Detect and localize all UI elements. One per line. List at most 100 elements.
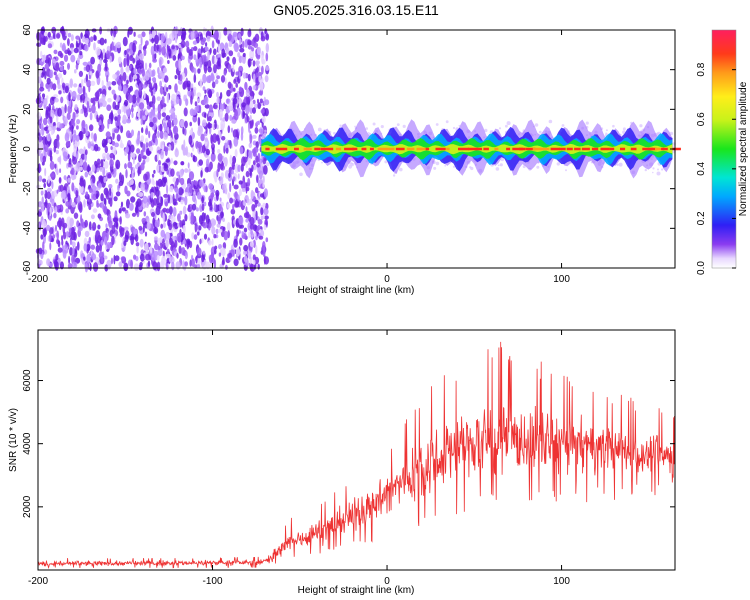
noise-speckle: [141, 68, 145, 77]
noise-speckle: [174, 187, 180, 194]
noise-speckle: [59, 60, 65, 66]
signal-haze: [652, 171, 654, 174]
signal-haze: [495, 167, 500, 171]
noise-speckle: [208, 115, 212, 122]
noise-speckle: [222, 217, 226, 222]
noise-speckle: [73, 212, 79, 219]
noise-speckle: [172, 55, 177, 61]
spectrogram-x-label: Height of straight line (km): [298, 285, 415, 296]
noise-speckle: [217, 153, 223, 162]
noise-speckle: [90, 244, 96, 250]
noise-speckle: [265, 42, 269, 53]
noise-speckle: [40, 234, 44, 240]
noise-speckle: [71, 182, 75, 192]
noise-speckle: [167, 126, 170, 134]
noise-speckle: [210, 134, 213, 144]
noise-speckle: [71, 125, 74, 135]
noise-speckle: [167, 218, 171, 227]
noise-speckle: [195, 255, 198, 264]
noise-speckle: [162, 212, 165, 223]
noise-speckle: [199, 78, 203, 88]
noise-speckle: [44, 167, 47, 177]
noise-speckle: [148, 130, 151, 139]
noise-speckle: [145, 127, 149, 136]
colorbar: 0.0 0.2 0.4 0.6 0.8 Normalized spectral ampl…: [696, 29, 749, 275]
noise-speckle: [49, 242, 52, 251]
noise-speckle: [164, 201, 169, 207]
noise-speckle: [135, 242, 140, 247]
noise-speckle: [121, 174, 125, 184]
noise-speckle: [245, 104, 250, 115]
noise-speckle: [43, 99, 47, 105]
noise-speckle: [252, 160, 256, 166]
noise-speckle: [253, 146, 259, 153]
noise-speckle: [82, 97, 85, 104]
noise-speckle: [145, 253, 151, 261]
signal-haze: [264, 129, 267, 133]
signal-haze: [534, 123, 539, 127]
noise-speckle: [247, 250, 252, 260]
noise-speckle: [255, 61, 259, 67]
noise-speckle: [74, 69, 77, 74]
noise-speckle: [204, 166, 210, 173]
noise-speckle: [204, 95, 209, 106]
noise-speckle: [172, 125, 179, 135]
noise-speckle: [83, 179, 86, 188]
noise-speckle: [69, 131, 72, 140]
noise-speckle: [143, 48, 147, 57]
noise-speckle: [95, 90, 100, 100]
noise-speckle: [234, 191, 239, 200]
noise-speckle: [238, 180, 243, 185]
noise-speckle: [117, 108, 122, 115]
noise-speckle: [161, 73, 165, 80]
noise-speckle: [88, 188, 93, 193]
noise-speckle: [72, 246, 75, 256]
noise-speckle: [154, 219, 160, 228]
noise-speckle: [72, 256, 76, 262]
noise-speckle: [76, 43, 80, 48]
noise-speckle: [219, 92, 223, 100]
noise-speckle: [70, 54, 76, 63]
noise-speckle: [260, 207, 264, 216]
noise-speckle: [209, 199, 212, 204]
noise-speckle: [130, 166, 133, 171]
noise-speckle: [204, 112, 207, 119]
noise-speckle: [133, 67, 137, 75]
noise-speckle: [203, 201, 207, 207]
noise-speckle: [43, 35, 46, 46]
noise-speckle: [57, 107, 62, 117]
noise-speckle: [258, 170, 263, 180]
noise-speckle: [152, 198, 158, 206]
noise-speckle: [194, 222, 198, 233]
noise-speckle: [143, 173, 148, 182]
noise-speckle: [40, 96, 44, 102]
noise-speckle: [184, 214, 188, 222]
noise-speckle: [62, 249, 67, 259]
noise-speckle: [100, 256, 104, 264]
noise-speckle: [114, 142, 119, 148]
noise-speckle: [114, 128, 119, 134]
noise-speckle: [131, 212, 137, 217]
noise-speckle: [228, 33, 232, 41]
noise-speckle: [104, 38, 107, 44]
signal-haze: [656, 171, 661, 176]
noise-speckle: [217, 57, 221, 67]
noise-speckle: [55, 62, 60, 72]
noise-speckle: [133, 74, 138, 80]
noise-speckle: [113, 167, 117, 172]
noise-speckle: [157, 103, 162, 114]
noise-speckle: [47, 43, 53, 49]
noise-speckle: [130, 106, 134, 113]
signal-haze: [556, 162, 560, 166]
noise-speckle: [207, 89, 213, 99]
noise-speckle: [53, 32, 56, 40]
noise-speckle: [195, 58, 200, 67]
noise-speckle: [88, 74, 91, 80]
noise-speckle: [260, 35, 266, 42]
noise-speckle: [58, 217, 62, 227]
noise-speckle: [107, 118, 112, 125]
noise-speckle: [184, 251, 188, 260]
noise-speckle: [90, 80, 96, 87]
noise-speckle: [201, 212, 206, 222]
noise-speckle: [193, 73, 197, 83]
